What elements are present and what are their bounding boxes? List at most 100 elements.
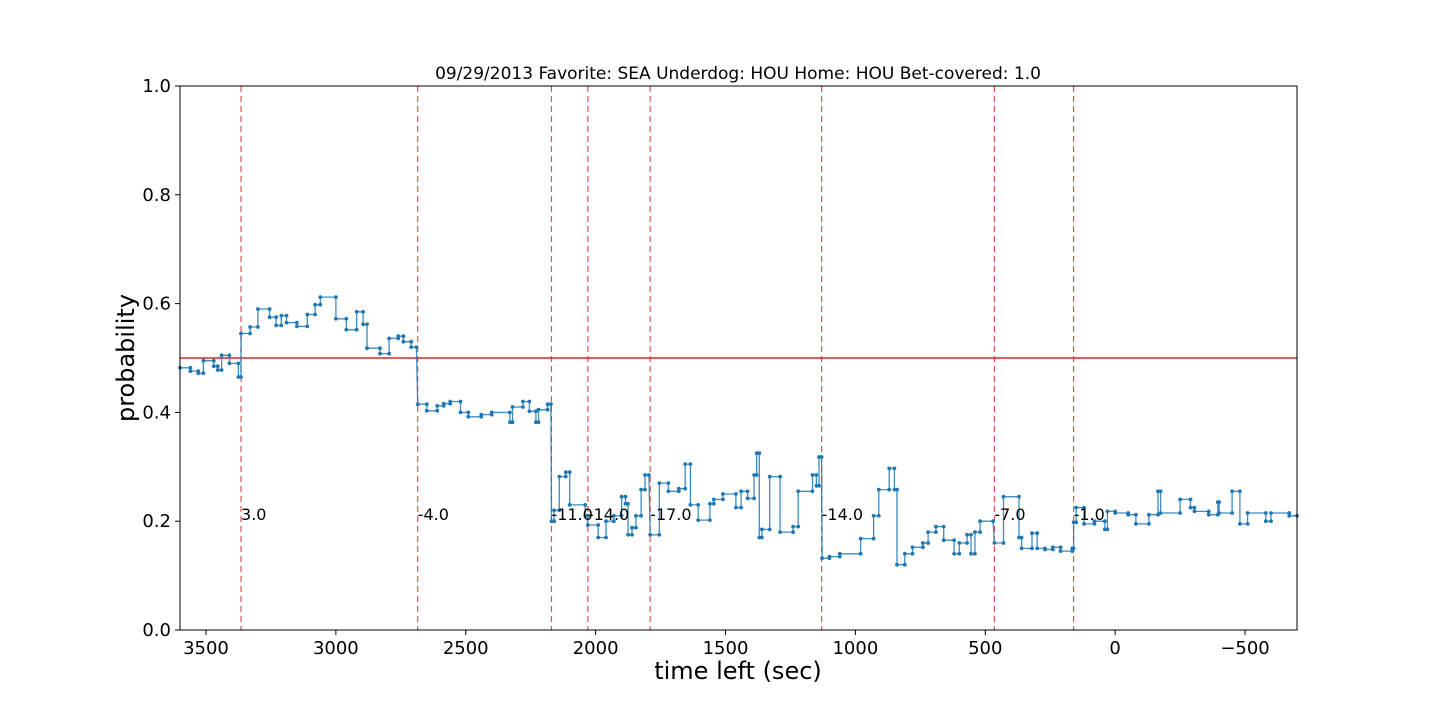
x-axis-title: time left (sec) xyxy=(654,657,822,685)
data-point xyxy=(757,535,762,540)
data-point xyxy=(1134,512,1138,517)
data-point xyxy=(1035,546,1040,551)
data-point xyxy=(1035,531,1040,536)
data-point xyxy=(630,532,634,537)
y-tick-label: 0.0 xyxy=(142,620,171,641)
data-point xyxy=(814,483,819,488)
data-point xyxy=(752,496,756,501)
data-point xyxy=(248,325,253,329)
data-point xyxy=(1082,522,1086,526)
data-point xyxy=(858,551,863,556)
data-point xyxy=(424,402,429,407)
data-point xyxy=(318,302,323,307)
data-point xyxy=(279,313,284,318)
data-point xyxy=(754,451,759,456)
data-point xyxy=(1188,497,1193,502)
data-point xyxy=(760,535,764,540)
data-point xyxy=(817,483,821,488)
data-point xyxy=(305,324,310,329)
data-point xyxy=(657,532,662,537)
data-point xyxy=(536,407,541,412)
data-point xyxy=(1082,505,1086,510)
data-point xyxy=(1178,511,1182,515)
data-point xyxy=(441,401,446,406)
data-point xyxy=(657,481,662,485)
data-point xyxy=(552,519,556,524)
data-point xyxy=(1238,522,1242,526)
data-point xyxy=(267,315,272,320)
data-point xyxy=(952,551,956,556)
data-point xyxy=(796,489,801,494)
data-point xyxy=(820,556,824,561)
data-point xyxy=(458,399,463,404)
data-point xyxy=(401,334,406,339)
data-point xyxy=(965,541,969,545)
data-point xyxy=(545,407,550,412)
data-point xyxy=(1178,497,1182,502)
data-point xyxy=(1113,511,1118,515)
data-point xyxy=(361,322,365,327)
data-point xyxy=(978,530,982,534)
data-point xyxy=(767,527,772,532)
data-point xyxy=(1287,511,1292,515)
data-point xyxy=(734,505,738,510)
data-point xyxy=(752,473,756,477)
x-tick-label: −500 xyxy=(1220,638,1269,659)
data-point xyxy=(791,530,795,534)
y-tick-label: 1.0 xyxy=(142,76,171,97)
data-point xyxy=(711,497,716,502)
data-point xyxy=(696,518,701,522)
data-point xyxy=(219,368,224,372)
data-point xyxy=(527,409,532,414)
data-point xyxy=(215,368,220,372)
plot-frame xyxy=(179,85,1298,631)
data-point xyxy=(239,375,243,379)
data-point xyxy=(941,538,946,543)
data-point xyxy=(313,302,317,307)
data-point xyxy=(957,541,962,545)
data-point xyxy=(910,551,915,556)
data-point xyxy=(739,489,743,494)
score-event-label: -17.0 xyxy=(650,505,691,524)
data-point xyxy=(236,361,241,366)
data-point xyxy=(754,473,759,477)
data-point xyxy=(648,532,653,537)
data-point xyxy=(991,519,995,524)
x-tick-label: 3000 xyxy=(313,638,359,659)
data-point xyxy=(1102,519,1107,524)
data-point xyxy=(926,541,930,545)
data-point xyxy=(626,532,630,537)
data-point xyxy=(583,513,588,518)
data-point xyxy=(1030,546,1034,551)
data-point xyxy=(479,412,484,417)
data-point xyxy=(424,408,429,413)
data-point xyxy=(887,487,892,492)
data-point xyxy=(757,451,762,456)
score-event-label: -7.0 xyxy=(994,505,1025,524)
data-point xyxy=(639,487,643,492)
data-point xyxy=(361,309,365,314)
data-point xyxy=(354,327,359,332)
data-point xyxy=(1158,511,1163,515)
data-point xyxy=(1058,545,1063,550)
data-point xyxy=(760,527,764,532)
data-point xyxy=(902,562,907,567)
data-point xyxy=(334,316,338,321)
data-point xyxy=(227,353,232,358)
data-point xyxy=(941,524,946,529)
data-point xyxy=(1206,512,1211,517)
data-point xyxy=(871,513,876,518)
data-point xyxy=(219,353,224,358)
data-point xyxy=(969,551,973,556)
score-event-label: -11.0 xyxy=(551,505,592,524)
data-point xyxy=(1238,489,1242,494)
data-point xyxy=(549,402,553,407)
data-point xyxy=(973,530,977,534)
data-point xyxy=(1192,509,1197,514)
data-point xyxy=(810,473,815,477)
data-point xyxy=(1071,520,1076,525)
data-point xyxy=(634,525,638,530)
data-point xyxy=(318,295,323,299)
data-point xyxy=(643,473,647,477)
